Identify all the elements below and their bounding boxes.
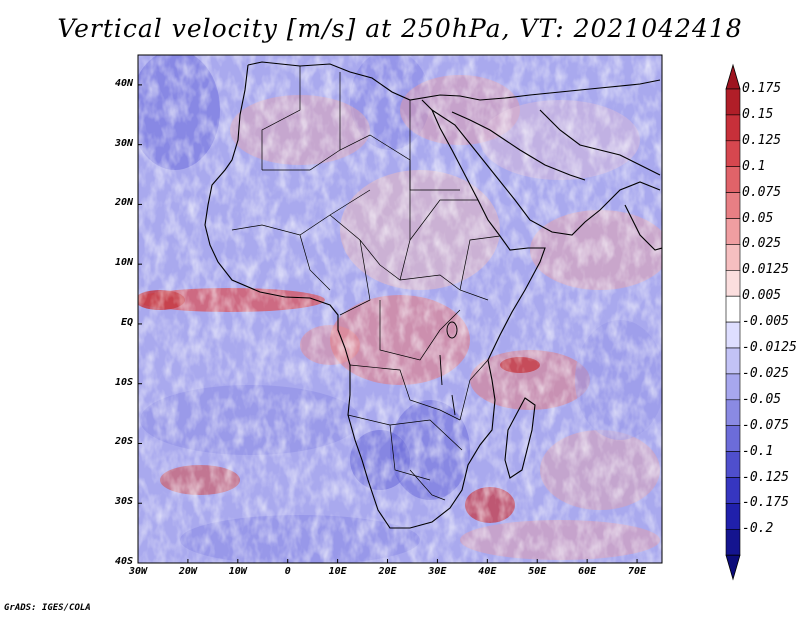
colorbar-label: 0.1 bbox=[742, 158, 766, 174]
colorbar-label: 0.075 bbox=[742, 184, 782, 200]
colorbar-label: 0.0125 bbox=[742, 262, 789, 278]
colorbar-label: -0.0125 bbox=[742, 340, 797, 355]
axis-ticks bbox=[137, 84, 638, 564]
colorbar-swatch bbox=[725, 373, 741, 401]
lon-label: 10E bbox=[328, 566, 347, 577]
lon-label: 50E bbox=[528, 566, 547, 577]
colorbar-swatch bbox=[725, 477, 741, 504]
colorbar-label: 0.15 bbox=[742, 106, 774, 122]
credit-text: GrADS: IGES/COLA bbox=[4, 603, 91, 613]
colorbar-swatch bbox=[725, 166, 741, 193]
colorbar bbox=[725, 63, 741, 581]
colorbar-swatch bbox=[725, 503, 741, 530]
lon-label: 10W bbox=[228, 566, 247, 577]
lat-label: EQ bbox=[120, 316, 133, 328]
lakes bbox=[439, 321, 458, 416]
colorbar-label: 0.175 bbox=[742, 81, 782, 96]
colorbar-swatch bbox=[725, 140, 741, 168]
colorbar-swatch bbox=[725, 451, 741, 478]
coastlines bbox=[204, 61, 662, 529]
colorbar-label: 0.025 bbox=[742, 236, 782, 252]
lon-label: 20W bbox=[178, 566, 197, 577]
lat-label: 10N bbox=[114, 257, 133, 269]
colorbar-swatch bbox=[725, 347, 741, 375]
lon-label: 30E bbox=[428, 566, 447, 577]
colorbar-swatch bbox=[725, 88, 741, 116]
colorbar-swatch bbox=[725, 192, 741, 219]
colorbar-label: 0.125 bbox=[742, 132, 782, 148]
colorbar-swatch bbox=[725, 244, 741, 271]
colorbar-swatch bbox=[725, 321, 741, 349]
lon-label: 0 bbox=[284, 566, 291, 577]
lat-label: 30S bbox=[114, 496, 133, 508]
colorbar-bottom-tip bbox=[725, 554, 741, 581]
colorbar-label: -0.025 bbox=[742, 365, 789, 381]
lon-label: 20E bbox=[378, 566, 397, 577]
colorbar-swatch bbox=[725, 114, 741, 142]
lon-label: 60E bbox=[578, 566, 597, 577]
lat-label: 10S bbox=[114, 376, 133, 388]
colorbar-label: -0.005 bbox=[742, 314, 789, 330]
colorbar-label: 0.05 bbox=[742, 210, 774, 226]
colorbar-swatch bbox=[725, 399, 741, 426]
colorbar-label: -0.125 bbox=[742, 469, 789, 485]
colorbar-swatch bbox=[725, 528, 741, 556]
lat-label: 20N bbox=[114, 197, 133, 209]
colorbar-label: 0.005 bbox=[742, 288, 782, 304]
lon-label: 40E bbox=[478, 566, 497, 577]
velocity-field bbox=[138, 55, 662, 563]
lon-label: 70E bbox=[628, 566, 647, 577]
country-borders bbox=[231, 66, 501, 501]
map-frame bbox=[137, 54, 663, 564]
colorbar-swatch bbox=[725, 218, 741, 245]
lon-label: 30W bbox=[128, 566, 148, 577]
colorbar-swatch bbox=[725, 425, 741, 452]
map-title: Vertical velocity [m/s] at 250hPa, VT: 2… bbox=[57, 14, 743, 43]
colorbar-swatch bbox=[725, 269, 741, 297]
colorbar-label: -0.1 bbox=[742, 443, 774, 459]
colorbar-label: -0.175 bbox=[742, 495, 789, 511]
colorbar-label: -0.2 bbox=[742, 521, 774, 537]
colorbar-top-tip bbox=[725, 63, 741, 90]
lat-label: 40N bbox=[114, 77, 133, 89]
colorbar-label: -0.075 bbox=[742, 417, 789, 433]
lat-label: 20S bbox=[114, 436, 133, 448]
colorbar-label: -0.05 bbox=[742, 391, 782, 407]
colorbar-swatch bbox=[725, 295, 741, 323]
lat-label: 30N bbox=[114, 137, 133, 149]
lat-label: 40S bbox=[114, 556, 133, 567]
